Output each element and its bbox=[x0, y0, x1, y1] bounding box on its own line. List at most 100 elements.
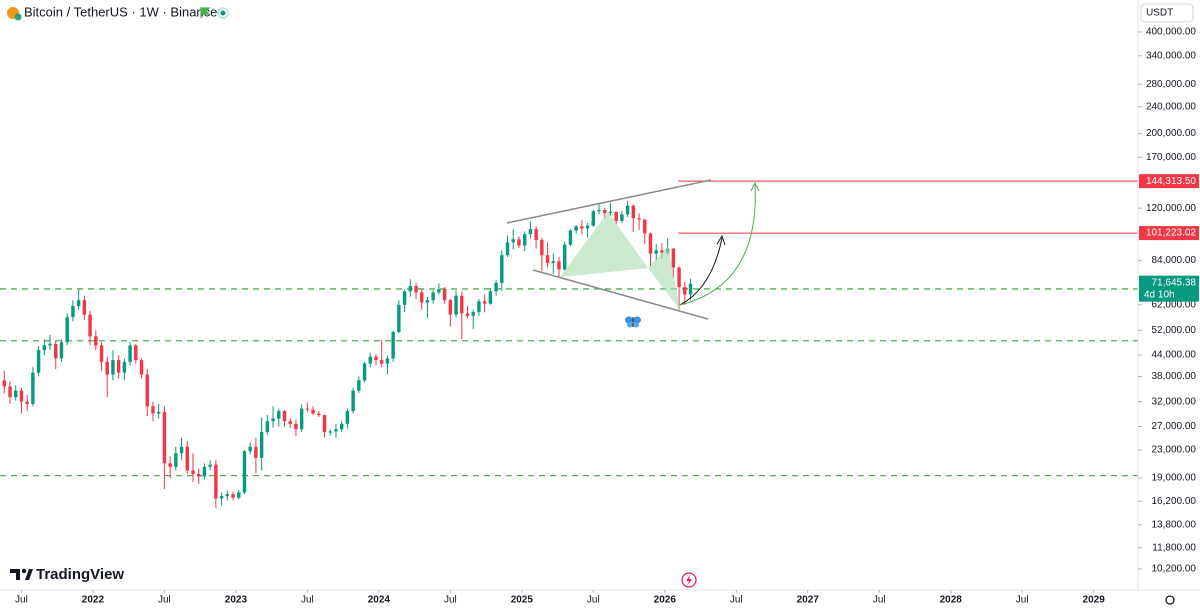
candle-body bbox=[500, 255, 504, 283]
candle-body bbox=[374, 356, 378, 361]
candle-body bbox=[151, 406, 155, 414]
target-label: 101,223.02 bbox=[1146, 228, 1196, 239]
candle-body bbox=[437, 289, 441, 293]
candle-body bbox=[494, 282, 498, 292]
candle-body bbox=[460, 295, 464, 314]
harmonic-leg bbox=[560, 212, 648, 277]
currency-label[interactable]: USDT bbox=[1146, 8, 1173, 19]
candle-body bbox=[99, 345, 104, 362]
candle-body bbox=[683, 287, 687, 295]
candle-body bbox=[631, 205, 636, 219]
candle-body bbox=[242, 451, 247, 493]
drawings bbox=[506, 179, 760, 328]
projection-arrow bbox=[679, 183, 756, 306]
event-icon bbox=[686, 575, 692, 585]
candle-body bbox=[322, 415, 327, 433]
candle-body bbox=[179, 446, 184, 454]
candle-body bbox=[585, 225, 590, 229]
candle-body bbox=[351, 390, 355, 412]
candle-body bbox=[2, 380, 7, 387]
y-tick-label: 11,800.00 bbox=[1152, 542, 1196, 553]
flag-icon[interactable] bbox=[200, 7, 211, 18]
candle-body bbox=[385, 358, 390, 364]
x-tick-label: 2023 bbox=[225, 595, 248, 606]
candle-body bbox=[540, 240, 544, 256]
candle-body bbox=[654, 250, 658, 254]
candle-body bbox=[505, 242, 510, 256]
candle-body bbox=[42, 345, 47, 351]
candle-body bbox=[214, 464, 218, 499]
y-tick-label: 200,000.00 bbox=[1146, 128, 1196, 139]
y-tick-label: 52,000.00 bbox=[1152, 325, 1197, 336]
candle-body bbox=[380, 360, 384, 364]
x-tick-label: Jul bbox=[1016, 595, 1029, 606]
y-tick-label: 170,000.00 bbox=[1146, 152, 1196, 163]
settings-icon[interactable] bbox=[1165, 595, 1175, 605]
candle-body bbox=[408, 286, 413, 292]
y-tick-label: 19,000.00 bbox=[1152, 473, 1197, 484]
candle-body bbox=[105, 361, 109, 375]
candle-body bbox=[25, 401, 29, 404]
candle-body bbox=[562, 244, 567, 270]
candle-body bbox=[54, 343, 58, 359]
candle-body bbox=[277, 411, 281, 419]
candle-body bbox=[414, 286, 418, 293]
x-tick-label: Jul bbox=[301, 595, 314, 606]
countdown-label: 4d 10h bbox=[1144, 289, 1175, 300]
candle-body bbox=[288, 421, 292, 424]
candle-body bbox=[442, 289, 447, 301]
candle-body bbox=[156, 412, 161, 414]
x-tick-label: Jul bbox=[587, 595, 600, 606]
candle-body bbox=[608, 211, 613, 214]
candle-body bbox=[368, 356, 372, 364]
y-tick-label: 84,000.00 bbox=[1152, 255, 1197, 266]
candle-body bbox=[116, 360, 121, 373]
target-label: 144,313.50 bbox=[1146, 176, 1196, 187]
trendline-lower bbox=[532, 269, 709, 320]
candle-body bbox=[219, 495, 224, 499]
x-tick-label: 2022 bbox=[82, 595, 105, 606]
x-tick-label: 2029 bbox=[1083, 595, 1106, 606]
candle-body bbox=[614, 211, 618, 221]
plot-area bbox=[0, 180, 1138, 508]
candle-body bbox=[225, 494, 230, 496]
target-label-box bbox=[1139, 226, 1199, 241]
candle-body bbox=[36, 350, 41, 373]
candle-body bbox=[94, 336, 98, 346]
candle-body bbox=[671, 248, 676, 268]
candle-body bbox=[14, 390, 18, 398]
candle-body bbox=[551, 261, 555, 264]
candle-body bbox=[19, 390, 24, 402]
currency-button[interactable] bbox=[1140, 3, 1194, 23]
x-tick-label: 2024 bbox=[368, 595, 391, 606]
x-tick-label: Jul bbox=[158, 595, 171, 606]
arrow-head bbox=[750, 181, 760, 192]
x-tick-label: Jul bbox=[15, 595, 28, 606]
candle-body bbox=[265, 421, 270, 433]
y-tick-label: 44,000.00 bbox=[1152, 350, 1197, 361]
candle-body bbox=[688, 283, 693, 295]
candle-body bbox=[568, 230, 573, 245]
candle-body bbox=[637, 218, 641, 220]
candle-body bbox=[431, 292, 435, 301]
candle-body bbox=[259, 432, 264, 458]
candle-body bbox=[580, 226, 584, 229]
candle-body bbox=[597, 210, 601, 212]
candle-body bbox=[391, 331, 395, 359]
candle-body bbox=[317, 413, 321, 416]
candle-body bbox=[88, 314, 92, 337]
candle-body bbox=[202, 466, 207, 477]
price-axis bbox=[1138, 0, 1200, 610]
candle-body bbox=[603, 210, 607, 214]
candle-body bbox=[231, 494, 235, 498]
candle-body bbox=[557, 261, 561, 270]
last-price-box bbox=[1139, 275, 1199, 302]
candle-body bbox=[402, 291, 407, 305]
candle-body bbox=[677, 267, 681, 288]
event-icon[interactable] bbox=[681, 572, 697, 588]
candle-body bbox=[76, 300, 81, 307]
y-tick-label: 340,000.00 bbox=[1146, 50, 1196, 61]
candle-body bbox=[162, 412, 167, 464]
brand-logo bbox=[10, 568, 33, 580]
x-tick-label: 2025 bbox=[511, 595, 534, 606]
